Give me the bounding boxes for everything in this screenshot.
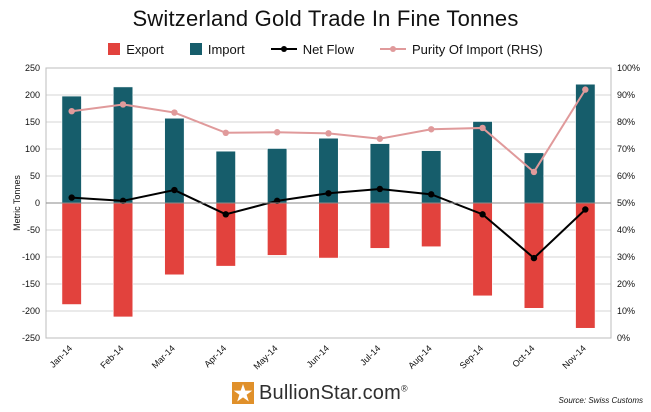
y2-tick-label: 0% — [617, 333, 630, 343]
star-logo-icon — [232, 382, 254, 404]
x-tick-label: Feb-14 — [98, 343, 125, 370]
point-net-flow — [325, 190, 332, 197]
y2-tick-label: 90% — [617, 90, 635, 100]
bar-export — [61, 202, 82, 305]
y-tick-label: -250 — [22, 333, 40, 343]
brand-text: BullionStar.com — [259, 381, 401, 404]
y-axis-title: Metric Tonnes — [12, 175, 22, 231]
y2-tick-label: 30% — [617, 252, 635, 262]
brand-name: BullionStar.com® — [259, 382, 408, 405]
point-net-flow — [68, 194, 75, 201]
legend-item-net-flow: Net Flow — [270, 41, 354, 57]
chart-title: Switzerland Gold Trade In Fine Tonnes — [132, 6, 519, 31]
point-purity-of-import-rhs — [68, 108, 75, 115]
bar-export — [318, 202, 339, 259]
x-tick-label: Nov-14 — [560, 343, 588, 371]
y2-tick-label: 100% — [617, 63, 640, 73]
point-net-flow — [222, 211, 229, 218]
point-net-flow — [479, 211, 486, 218]
point-net-flow — [582, 206, 589, 213]
legend-line-purity — [379, 43, 406, 55]
registered-mark: ® — [400, 382, 408, 393]
line-layer — [68, 86, 589, 262]
bar-export — [369, 202, 390, 249]
bar-export — [421, 202, 442, 248]
point-net-flow — [119, 197, 127, 205]
y-tick-label: -50 — [27, 225, 40, 235]
point-net-flow — [376, 185, 384, 193]
chart-legend: Export Import Net Flow Purity Of Import … — [0, 40, 651, 58]
legend-item-export: Export — [108, 42, 164, 57]
x-tick-label: Apr-14 — [202, 343, 228, 369]
legend-swatch-import — [189, 43, 202, 55]
bar-export — [575, 202, 596, 329]
y-tick-label: 0 — [35, 198, 40, 208]
point-purity-of-import-rhs — [222, 129, 229, 136]
y-tick-label: 50 — [30, 171, 40, 181]
x-tick-label: Oct-14 — [510, 343, 536, 369]
y-tick-label: -150 — [22, 279, 40, 289]
bar-layer — [61, 83, 596, 329]
x-tick-label: Jul-14 — [358, 343, 382, 367]
legend-item-import: Import — [189, 41, 245, 57]
y2-tick-label: 60% — [617, 171, 635, 181]
point-net-flow — [273, 197, 281, 205]
point-purity-of-import-rhs — [119, 101, 127, 108]
legend-label-purity: Purity Of Import (RHS) — [411, 41, 543, 57]
point-purity-of-import-rhs — [273, 129, 281, 136]
bar-export — [267, 202, 288, 256]
x-tick-label: Aug-14 — [406, 343, 434, 371]
point-purity-of-import-rhs — [428, 126, 435, 133]
point-purity-of-import-rhs — [479, 124, 486, 132]
bar-import — [215, 150, 236, 204]
source-note: Source: Swiss Customs — [558, 396, 643, 405]
y2-tick-label: 20% — [617, 279, 635, 289]
point-purity-of-import-rhs — [171, 109, 178, 116]
y-tick-label: 200 — [25, 90, 40, 100]
point-purity-of-import-rhs — [376, 135, 384, 142]
legend-label-net-flow: Net Flow — [302, 41, 354, 57]
x-tick-label: Jan-14 — [48, 343, 75, 370]
legend-item-purity: Purity Of Import (RHS) — [379, 41, 543, 57]
y-tick-label: 150 — [25, 117, 40, 127]
bar-import — [369, 143, 390, 204]
y-tick-label: -200 — [22, 306, 40, 316]
bar-export — [112, 202, 134, 318]
y2-tick-label: 70% — [617, 144, 635, 154]
x-tick-label: Jun-14 — [305, 343, 332, 370]
y-tick-label: -100 — [22, 252, 40, 262]
bar-import — [267, 148, 288, 204]
legend-label-import: Import — [207, 41, 245, 57]
x-tick-label: Sep-14 — [458, 343, 486, 371]
x-tick-label: May-14 — [251, 343, 279, 371]
legend-swatch-export — [108, 43, 121, 55]
y-tick-label: 250 — [25, 63, 40, 73]
y2-tick-label: 80% — [617, 117, 635, 127]
x-tick-label: Mar-14 — [150, 343, 177, 370]
y-tick-label: 100 — [25, 144, 40, 154]
point-purity-of-import-rhs — [582, 86, 589, 93]
brand-logo[interactable]: BullionStar.com® — [232, 380, 408, 406]
y2-tick-label: 50% — [617, 198, 635, 208]
y2-tick-label: 40% — [617, 225, 635, 235]
point-purity-of-import-rhs — [325, 130, 332, 137]
bar-export — [164, 202, 185, 276]
point-net-flow — [171, 186, 178, 194]
point-net-flow — [428, 191, 435, 198]
y2-tick-label: 10% — [617, 306, 635, 316]
legend-line-net-flow — [270, 43, 297, 55]
legend-label-export: Export — [126, 41, 164, 57]
point-net-flow — [530, 254, 538, 262]
point-purity-of-import-rhs — [530, 168, 538, 176]
